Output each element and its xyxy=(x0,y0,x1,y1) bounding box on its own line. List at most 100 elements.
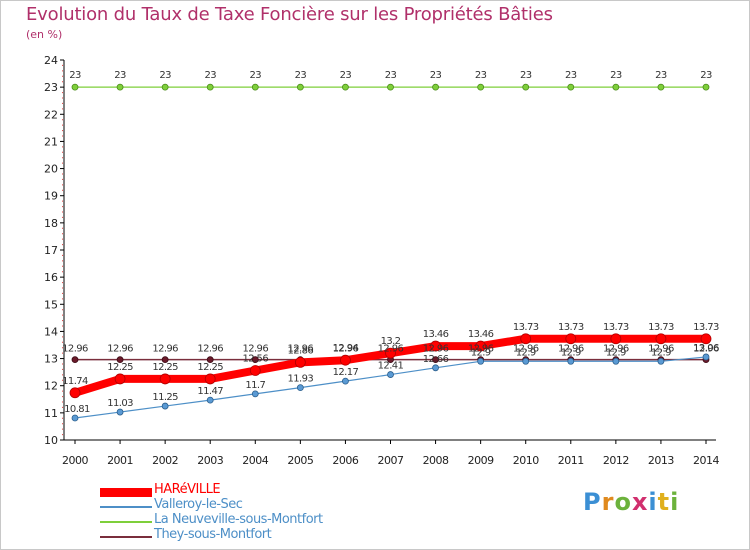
legend-label: HARéVILLE xyxy=(154,482,221,497)
data-point-valleroy-le-sec xyxy=(657,357,665,365)
data-label-har-ville: 12.86 xyxy=(288,345,314,356)
y-tick-label: 10 xyxy=(44,434,58,447)
data-point-la-neuveville-sous-montfort xyxy=(612,83,620,91)
data-label-they-sous-montfort: 12.96 xyxy=(107,344,133,355)
data-label-valleroy-le-sec: 13.06 xyxy=(693,343,719,354)
y-tick-label: 20 xyxy=(44,163,58,176)
data-label-valleroy-le-sec: 11.93 xyxy=(288,374,314,385)
data-point-har-ville xyxy=(520,333,532,345)
data-point-la-neuveville-sous-montfort xyxy=(432,83,439,91)
data-label-they-sous-montfort: 12.96 xyxy=(558,344,584,355)
y-tick-label: 15 xyxy=(44,298,58,311)
data-label-la-neuveville-sous-montfort: 23 xyxy=(655,70,667,81)
data-label-valleroy-le-sec: 11.03 xyxy=(107,398,133,409)
data-label-they-sous-montfort: 12.96 xyxy=(152,344,178,355)
logo-letter: i xyxy=(670,488,680,516)
y-tick-label: 13 xyxy=(44,353,58,366)
data-label-la-neuveville-sous-montfort: 23 xyxy=(204,70,216,81)
data-label-la-neuveville-sous-montfort: 23 xyxy=(69,70,81,81)
data-point-valleroy-le-sec xyxy=(432,364,439,372)
data-point-har-ville xyxy=(159,373,171,385)
data-point-har-ville xyxy=(475,340,487,352)
logo-letter: P xyxy=(583,488,602,516)
proxiti-logo: Proxiti xyxy=(583,488,679,516)
logo-letter: x xyxy=(631,488,649,516)
x-tick-label: 2005 xyxy=(287,454,313,467)
data-label-la-neuveville-sous-montfort: 23 xyxy=(114,70,126,81)
x-tick-label: 2006 xyxy=(332,454,358,467)
data-label-they-sous-montfort: 12.96 xyxy=(288,344,314,355)
data-label-they-sous-montfort: 12.96 xyxy=(648,344,674,355)
data-label-they-sous-montfort: 12.96 xyxy=(62,344,88,355)
y-tick-label: 18 xyxy=(44,217,58,230)
data-point-valleroy-le-sec xyxy=(342,377,349,385)
chart-title: Evolution du Taux de Taxe Foncière sur l… xyxy=(26,4,553,25)
data-point-la-neuveville-sous-montfort xyxy=(71,83,79,91)
data-label-la-neuveville-sous-montfort: 23 xyxy=(430,70,442,81)
data-label-they-sous-montfort: 12.96 xyxy=(242,344,268,355)
data-label-la-neuveville-sous-montfort: 23 xyxy=(610,70,622,81)
data-point-valleroy-le-sec xyxy=(387,371,394,378)
data-point-valleroy-le-sec xyxy=(161,402,169,410)
data-label-har-ville: 13.2 xyxy=(381,336,401,347)
data-label-la-neuveville-sous-montfort: 23 xyxy=(700,70,712,81)
data-label-har-ville: 12.25 xyxy=(107,362,133,373)
logo-letter: o xyxy=(614,488,632,516)
y-tick-label: 22 xyxy=(44,108,58,121)
data-point-they-sous-montfort xyxy=(432,356,439,364)
data-label-har-ville: 13.73 xyxy=(693,322,719,333)
data-point-la-neuveville-sous-montfort xyxy=(477,83,485,91)
data-point-la-neuveville-sous-montfort xyxy=(161,83,169,91)
y-tick-label: 17 xyxy=(44,244,58,257)
y-axis-unit: (en %) xyxy=(26,28,63,41)
data-point-la-neuveville-sous-montfort xyxy=(251,83,259,91)
data-label-har-ville: 13.46 xyxy=(468,329,494,340)
data-point-har-ville xyxy=(700,333,712,345)
data-label-har-ville: 13.73 xyxy=(513,322,539,333)
data-label-valleroy-le-sec: 12.9 xyxy=(471,347,491,358)
data-point-har-ville xyxy=(340,354,351,366)
logo-letter: i xyxy=(648,488,658,516)
data-label-har-ville: 13.73 xyxy=(558,322,584,333)
data-point-la-neuveville-sous-montfort xyxy=(567,83,575,91)
data-label-valleroy-le-sec: 12.9 xyxy=(651,347,671,358)
x-tick-label: 2014 xyxy=(693,454,719,467)
data-label-la-neuveville-sous-montfort: 23 xyxy=(520,70,532,81)
data-label-they-sous-montfort: 12.96 xyxy=(693,344,719,355)
data-point-they-sous-montfort xyxy=(251,356,259,364)
y-tick-label: 11 xyxy=(44,407,58,420)
data-point-valleroy-le-sec xyxy=(296,384,304,392)
data-label-har-ville: 12.56 xyxy=(242,354,268,365)
data-label-la-neuveville-sous-montfort: 23 xyxy=(475,70,487,81)
data-label-har-ville: 13.73 xyxy=(603,322,629,333)
data-point-they-sous-montfort xyxy=(206,356,214,364)
data-label-valleroy-le-sec: 12.9 xyxy=(606,347,626,358)
data-label-valleroy-le-sec: 11.7 xyxy=(245,380,265,391)
x-tick-label: 2013 xyxy=(648,454,674,467)
data-point-valleroy-le-sec xyxy=(477,357,485,365)
data-point-har-ville xyxy=(430,340,441,352)
data-label-la-neuveville-sous-montfort: 23 xyxy=(159,70,171,81)
data-point-har-ville xyxy=(249,365,261,376)
y-tick-label: 24 xyxy=(44,54,58,67)
data-point-la-neuveville-sous-montfort xyxy=(702,83,710,91)
data-point-valleroy-le-sec xyxy=(206,396,214,404)
data-point-har-ville xyxy=(294,356,306,368)
x-tick-label: 2003 xyxy=(197,454,223,467)
data-point-valleroy-le-sec xyxy=(251,390,259,398)
data-point-they-sous-montfort xyxy=(161,356,169,364)
data-point-la-neuveville-sous-montfort xyxy=(206,83,214,91)
data-label-they-sous-montfort: 12.96 xyxy=(378,344,404,355)
data-point-they-sous-montfort xyxy=(71,356,79,364)
x-tick-label: 2002 xyxy=(152,454,178,467)
data-point-la-neuveville-sous-montfort xyxy=(657,83,665,91)
x-tick-label: 2012 xyxy=(603,454,629,467)
y-tick-label: 21 xyxy=(44,135,58,148)
legend-label: Valleroy-le-Sec xyxy=(154,497,243,512)
data-label-har-ville: 13.46 xyxy=(423,329,449,340)
data-point-valleroy-le-sec xyxy=(116,408,124,416)
data-point-har-ville xyxy=(204,373,216,385)
data-label-they-sous-montfort: 12.96 xyxy=(468,344,494,355)
